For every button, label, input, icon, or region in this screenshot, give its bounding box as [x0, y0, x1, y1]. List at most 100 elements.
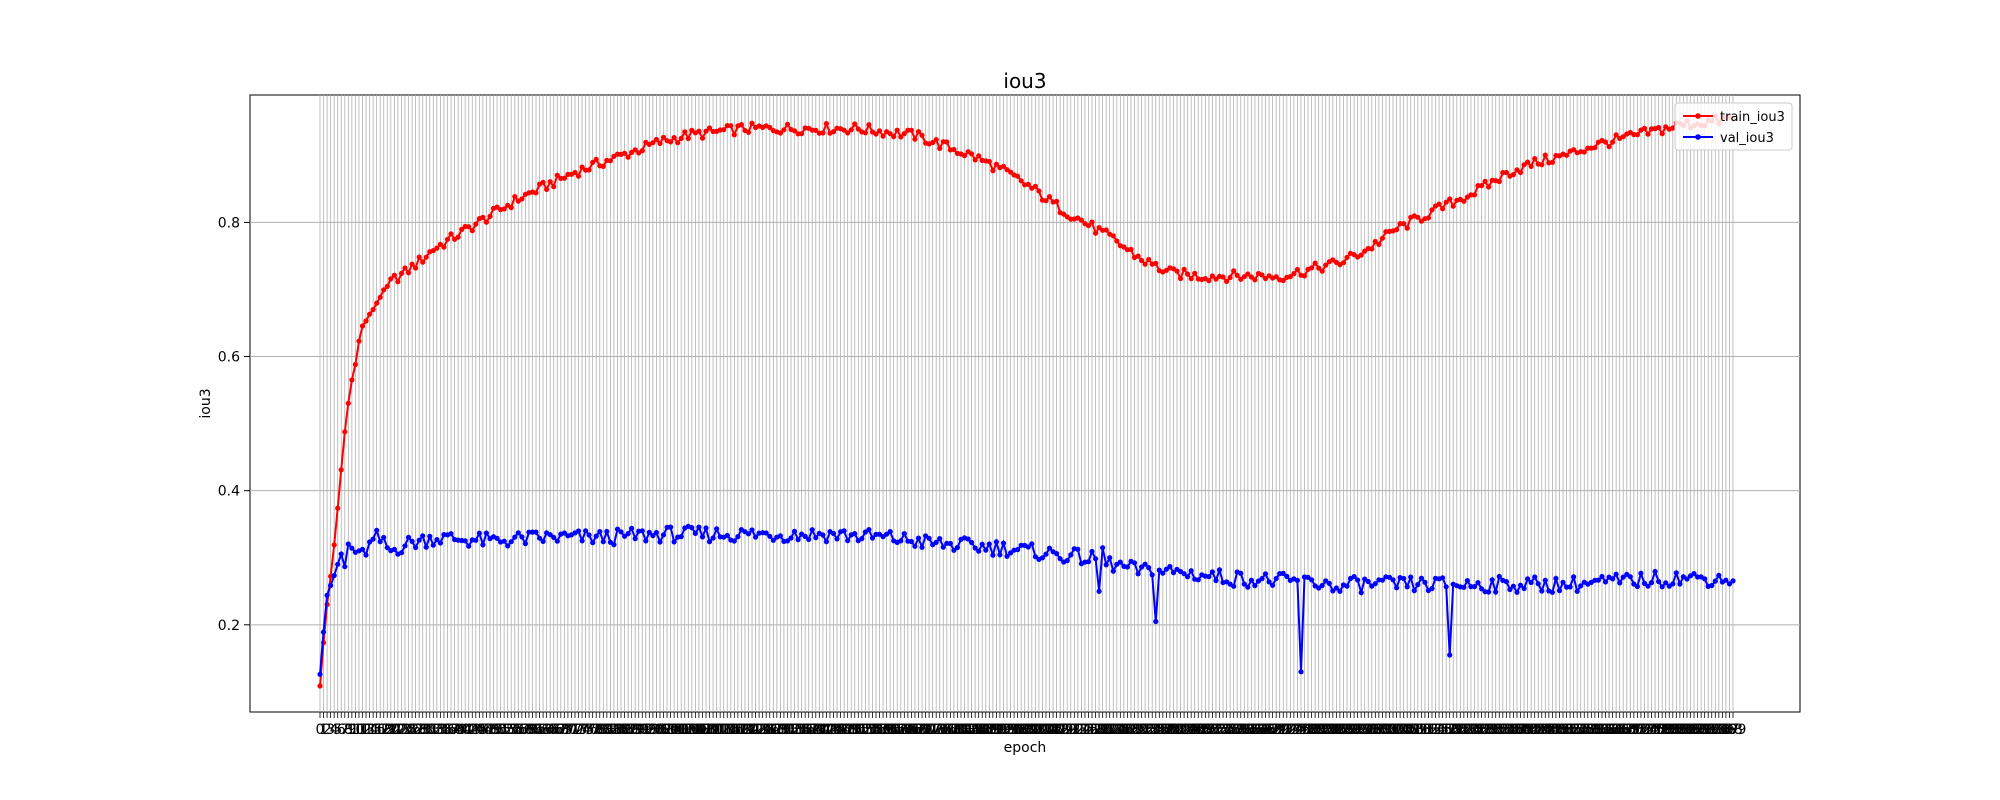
data-point-train_iou3 — [830, 129, 837, 135]
x-tick-label: 124 — [746, 722, 773, 738]
data-point-train_iou3 — [1602, 139, 1609, 145]
data-point-train_iou3 — [682, 129, 688, 135]
data-point-val_iou3 — [462, 538, 468, 544]
x-tick-label: 205 — [1033, 722, 1060, 738]
x-tick-label: 78 — [587, 722, 605, 738]
x-tick-label: 16 — [368, 722, 386, 738]
data-point-val_iou3 — [1064, 558, 1070, 564]
data-point-train_iou3 — [483, 219, 489, 225]
data-point-val_iou3 — [1351, 574, 1357, 580]
data-point-val_iou3 — [915, 535, 922, 541]
data-point-val_iou3 — [430, 542, 436, 548]
data-point-val_iou3 — [1489, 577, 1495, 583]
data-point-train_iou3 — [356, 338, 362, 344]
x-tick-label: 34 — [431, 722, 449, 738]
data-point-train_iou3 — [437, 241, 443, 247]
x-tick-label: 197 — [1004, 722, 1031, 738]
data-point-val_iou3 — [338, 551, 344, 557]
x-tick-label: 218 — [1079, 722, 1106, 738]
x-tick-label: 147 — [827, 722, 854, 738]
data-point-val_iou3 — [1627, 574, 1633, 580]
x-tick-label: 362 — [1589, 722, 1616, 738]
data-point-val_iou3 — [699, 534, 706, 540]
data-point-train_iou3 — [1301, 273, 1308, 279]
data-point-val_iou3 — [384, 545, 390, 551]
x-tick-label: 249 — [1188, 722, 1215, 738]
data-point-val_iou3 — [1535, 581, 1541, 587]
data-point-val_iou3 — [611, 542, 617, 548]
data-point-val_iou3 — [1617, 580, 1623, 586]
x-tick-label: 263 — [1238, 722, 1265, 738]
x-tick-label: 80 — [594, 722, 612, 738]
data-point-val_iou3 — [1379, 577, 1385, 583]
data-point-train_iou3 — [951, 146, 957, 153]
data-point-train_iou3 — [1376, 241, 1382, 247]
data-point-val_iou3 — [1170, 570, 1177, 576]
data-point-val_iou3 — [809, 527, 815, 533]
data-point-val_iou3 — [1560, 579, 1566, 585]
data-point-train_iou3 — [1503, 169, 1509, 176]
data-point-val_iou3 — [1149, 572, 1155, 578]
x-tick-label: 269 — [1259, 722, 1286, 738]
x-tick-label: 331 — [1479, 722, 1506, 738]
x-tick-label: 341 — [1514, 722, 1541, 738]
x-tick-label: 301 — [1373, 722, 1400, 738]
x-tick-label: 138 — [795, 722, 822, 738]
x-tick-label: 192 — [987, 722, 1014, 738]
x-tick-label: 350 — [1546, 722, 1573, 738]
data-point-val_iou3 — [703, 525, 709, 531]
x-tick-label: 188 — [972, 722, 999, 738]
x-tick-label: 376 — [1638, 722, 1665, 738]
x-tick-label: 245 — [1174, 722, 1201, 738]
data-point-val_iou3 — [1319, 582, 1325, 589]
x-tick-label: 22 — [389, 722, 407, 738]
data-point-train_iou3 — [381, 287, 387, 293]
data-point-val_iou3 — [901, 531, 907, 537]
x-tick-label: 59 — [520, 722, 538, 738]
x-tick-label: 370 — [1617, 722, 1644, 738]
data-point-val_iou3 — [1394, 585, 1400, 591]
x-tick-label: 261 — [1231, 722, 1258, 738]
x-tick-label: 373 — [1628, 722, 1655, 738]
x-tick-label: 266 — [1249, 722, 1276, 738]
data-point-val_iou3 — [547, 532, 553, 538]
data-point-val_iou3 — [884, 531, 890, 537]
data-point-val_iou3 — [1096, 588, 1102, 594]
data-point-train_iou3 — [1248, 274, 1254, 280]
data-point-val_iou3 — [852, 531, 858, 537]
x-tick-label: 115 — [714, 722, 741, 738]
x-tick-label: 134 — [781, 722, 808, 738]
data-point-val_iou3 — [791, 528, 798, 535]
data-point-train_iou3 — [1482, 178, 1488, 184]
x-tick-label: 279 — [1295, 722, 1322, 738]
x-tick-label: 397 — [1713, 722, 1740, 738]
data-point-val_iou3 — [480, 542, 486, 548]
y-tick-label: 0.6 — [218, 350, 240, 366]
x-tick-label: 77 — [584, 722, 602, 738]
x-tick-label: 277 — [1288, 722, 1315, 738]
x-tick-label: 128 — [760, 722, 787, 738]
data-point-val_iou3 — [540, 538, 546, 545]
x-tick-label: 381 — [1656, 722, 1683, 738]
data-point-train_iou3 — [1581, 149, 1587, 155]
x-tick-label: 232 — [1128, 722, 1155, 738]
x-tick-label: 127 — [756, 722, 783, 738]
data-point-val_iou3 — [586, 532, 592, 538]
x-tick-label: 108 — [689, 722, 716, 738]
x-tick-label: 123 — [742, 722, 769, 738]
x-tick-label: 259 — [1224, 722, 1251, 738]
data-point-val_iou3 — [519, 534, 525, 540]
data-point-val_iou3 — [363, 552, 369, 558]
data-point-val_iou3 — [590, 540, 596, 546]
data-point-val_iou3 — [501, 538, 507, 544]
data-point-val_iou3 — [745, 531, 752, 537]
data-point-val_iou3 — [1602, 579, 1609, 585]
x-tick-label: 271 — [1266, 722, 1293, 738]
data-point-train_iou3 — [444, 236, 451, 242]
x-tick-label: 13 — [357, 722, 375, 738]
data-point-val_iou3 — [1209, 569, 1215, 575]
data-point-val_iou3 — [1648, 580, 1655, 586]
x-tick-label: 58 — [516, 722, 534, 738]
data-point-val_iou3 — [1571, 574, 1577, 580]
